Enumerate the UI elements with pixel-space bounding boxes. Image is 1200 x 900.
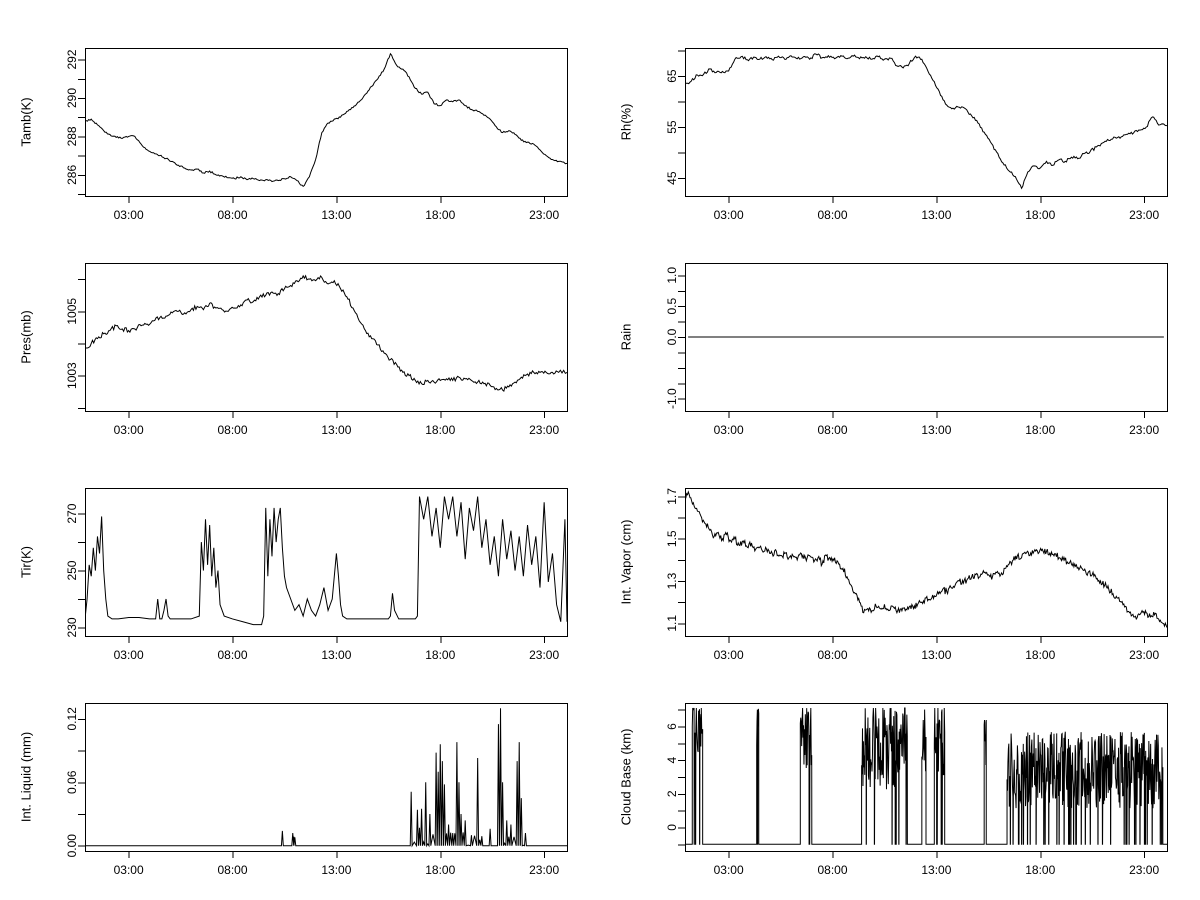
panel-ambient-temperature: 286 288 290 292 03:00 08:00 13:00 18:00 23:00 Tam… — [0, 0, 600, 235]
x-tick-label: 18:00 — [425, 863, 455, 877]
y-tick-label: 0.5 — [665, 298, 679, 315]
x-tick-label: 03:00 — [114, 423, 144, 437]
x-tick-label: 08:00 — [817, 863, 847, 877]
y-tick-label: 0.12 — [65, 707, 79, 731]
x-tick-label: 18:00 — [1025, 648, 1055, 662]
x-tick-label: 18:00 — [1025, 863, 1055, 877]
y-tick-label: 1.0 — [665, 267, 679, 284]
plot-box — [685, 488, 1168, 637]
x-tick-label: 18:00 — [1025, 208, 1055, 222]
x-tick-label: 08:00 — [817, 208, 847, 222]
y-axis-title: Int. Liquid (mm) — [19, 732, 34, 822]
plot-box — [85, 703, 568, 852]
y-axis-title: Pres(mb) — [19, 310, 34, 363]
data-series-line — [85, 52, 567, 188]
x-tick-label: 13:00 — [321, 648, 351, 662]
x-tick-label: 08:00 — [217, 863, 247, 877]
panel-rain: -1.0 0.0 0.5 1.0 03:00 08:00 13:00 18:00 23:00 Ra… — [600, 215, 1200, 450]
x-tick-label: 08:00 — [217, 423, 247, 437]
panel-integrated-vapor: 1.1 1.3 1.5 1.7 03:00 08:00 13:00 18:00 23:00 Int… — [600, 440, 1200, 675]
y-axis-title: Int. Vapor (cm) — [619, 519, 634, 604]
x-tick-label: 08:00 — [817, 648, 847, 662]
y-tick-label: 288 — [65, 126, 79, 146]
y-tick-label: 286 — [65, 165, 79, 185]
x-tick-label: 23:00 — [529, 648, 559, 662]
x-tick-label: 13:00 — [921, 648, 951, 662]
x-tick-label: 18:00 — [1025, 423, 1055, 437]
plot-box — [685, 703, 1168, 852]
x-tick-label: 13:00 — [321, 208, 351, 222]
x-tick-label: 18:00 — [425, 423, 455, 437]
data-series-line — [685, 707, 1167, 845]
y-tick-label: 45 — [665, 171, 679, 185]
x-tick-label: 03:00 — [714, 423, 744, 437]
x-tick-label: 23:00 — [529, 208, 559, 222]
y-tick-label: 1.7 — [665, 488, 679, 505]
x-tick-label: 23:00 — [529, 863, 559, 877]
y-tick-label: 55 — [665, 120, 679, 134]
data-series-line — [685, 53, 1167, 190]
x-tick-label: 13:00 — [921, 423, 951, 437]
data-series-line — [85, 274, 567, 392]
x-tick-label: 23:00 — [529, 423, 559, 437]
plot-box — [85, 48, 568, 197]
x-tick-label: 03:00 — [714, 648, 744, 662]
panel-ir-brightness-temperature: 230 250 270 03:00 08:00 13:00 18:00 23:00 Tir(K) — [0, 440, 600, 675]
x-tick-label: 08:00 — [217, 648, 247, 662]
y-tick-label: 250 — [65, 560, 79, 580]
data-series-line — [85, 708, 567, 848]
y-tick-label: 292 — [65, 49, 79, 69]
y-tick-label: 4 — [665, 757, 679, 764]
panel-integrated-liquid: 0.00 0.06 0.12 03:00 08:00 13:00 18:00 23:00 Int… — [0, 655, 600, 890]
data-series-line — [685, 490, 1167, 628]
y-tick-label: -1.0 — [665, 388, 679, 409]
y-tick-label: 1.1 — [665, 615, 679, 632]
y-tick-label: 1005 — [65, 298, 79, 325]
y-tick-label: 0.0 — [665, 328, 679, 345]
y-tick-label: 65 — [665, 69, 679, 83]
plot-box — [85, 263, 568, 412]
x-tick-label: 13:00 — [921, 208, 951, 222]
x-tick-label: 03:00 — [714, 863, 744, 877]
y-axis-title: Tamb(K) — [19, 97, 34, 146]
x-tick-label: 18:00 — [425, 648, 455, 662]
data-series-line — [85, 496, 567, 626]
x-tick-label: 23:00 — [1129, 863, 1159, 877]
x-tick-label: 03:00 — [114, 863, 144, 877]
y-tick-label: 230 — [65, 617, 79, 637]
x-tick-label: 08:00 — [817, 423, 847, 437]
y-tick-label: 1.3 — [665, 572, 679, 589]
plot-box — [85, 488, 568, 637]
y-tick-label: 0.06 — [65, 770, 79, 794]
x-tick-label: 03:00 — [714, 208, 744, 222]
x-tick-label: 03:00 — [114, 208, 144, 222]
x-tick-label: 23:00 — [1129, 208, 1159, 222]
plot-box — [685, 48, 1168, 197]
y-tick-label: 1.5 — [665, 530, 679, 547]
x-tick-label: 13:00 — [321, 423, 351, 437]
y-axis-title: Rain — [619, 324, 634, 351]
y-axis-title: Cloud Base (km) — [619, 729, 634, 826]
y-tick-label: 1003 — [65, 362, 79, 389]
x-tick-label: 13:00 — [321, 863, 351, 877]
x-tick-label: 03:00 — [114, 648, 144, 662]
y-tick-label: 6 — [665, 723, 679, 730]
y-tick-label: 0.00 — [65, 834, 79, 858]
y-tick-label: 2 — [665, 790, 679, 797]
x-tick-label: 18:00 — [425, 208, 455, 222]
plot-box — [685, 263, 1168, 412]
x-tick-label: 23:00 — [1129, 648, 1159, 662]
panel-pressure: 1003 1005 03:00 08:00 13:00 18:00 23:00 Pres(mb… — [0, 215, 600, 450]
y-axis-title: Rh(%) — [619, 104, 634, 141]
y-axis-title: Tir(K) — [19, 546, 34, 578]
x-tick-label: 13:00 — [921, 863, 951, 877]
x-tick-label: 23:00 — [1129, 423, 1159, 437]
y-tick-label: 0 — [665, 824, 679, 831]
y-tick-label: 290 — [65, 88, 79, 108]
y-tick-label: 270 — [65, 503, 79, 523]
panel-relative-humidity: 45 55 65 03:00 08:00 13:00 18:00 23:00 Rh(%) — [600, 0, 1200, 235]
x-tick-label: 08:00 — [217, 208, 247, 222]
panel-cloud-base: 0 2 4 6 03:00 08:00 13:00 18:00 23:00 Cloud Base … — [600, 655, 1200, 890]
